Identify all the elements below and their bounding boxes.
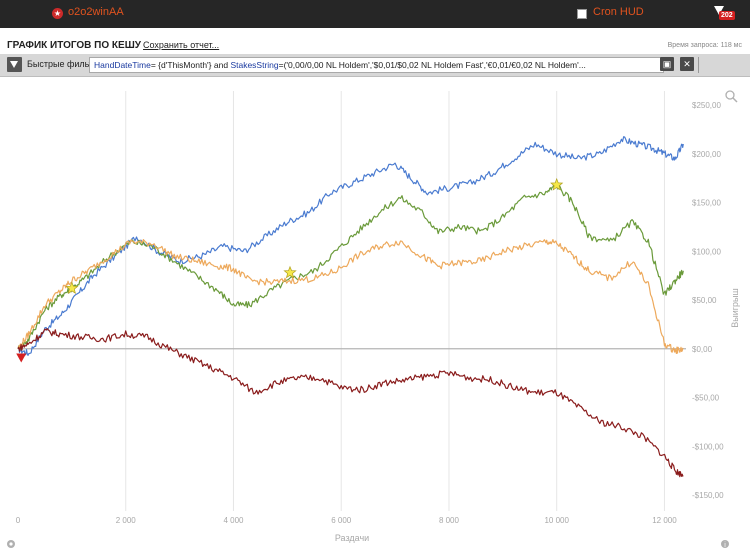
filter-query-input[interactable]: HandDateTime= {d'ThisMonth'} and StakesS… [89,57,664,73]
star-marker-1 [283,265,297,279]
x-tick-label-3: 6 000 [331,516,352,525]
filter-toggle-button[interactable] [7,57,22,72]
x-tick-label-5: 10 000 [544,516,569,525]
y-tick-label-1: $200,00 [692,150,721,159]
chart-markers [16,177,564,363]
svg-text:i: i [724,542,726,549]
y-tick-label-6: -$50,00 [692,394,720,403]
quick-filter-bar: Быстрые фильт HandDateTime= {d'ThisMonth… [0,54,750,77]
cron-hud-checkbox[interactable] [577,9,587,19]
query-text-part1: = {d'ThisMonth'} and [150,60,231,70]
save-filter-button[interactable]: ▣ [660,57,674,71]
cash-results-chart: 0 2 000 4 000 6 000 8 000 10 000 12 000 $250,0… [7,90,740,549]
floppy-disk-icon: ▣ [662,59,672,69]
y-tick-label-3: $100,00 [692,247,721,256]
request-time: Время запроса: 118 мс [667,42,742,49]
clear-filter-button[interactable]: ✕ [680,57,694,71]
y-tick-label-0: $250,00 [692,101,721,110]
info-icon[interactable]: i [721,540,729,549]
x-tick-label-1: 2 000 [116,516,137,525]
x-tick-label-4: 8 000 [439,516,460,525]
cron-hud-label[interactable]: Cron HUD [593,6,644,18]
top-bar: ★ o2o2winAA Cron HUD 202 [0,0,750,28]
series-line-2 [17,239,684,354]
y-tick-label-7: -$100,00 [692,442,724,451]
pokerstars-logo-icon: ★ [52,8,63,19]
query-keyword-stakesstring: StakesString [230,60,279,70]
toolbar-divider [698,57,699,73]
filter-count-badge: 202 [719,11,735,20]
star-marker-2 [550,177,564,191]
y-tick-label-2: $150,00 [692,199,721,208]
y-tick-label-4: $50,00 [692,296,717,305]
x-tick-label-6: 12 000 [652,516,677,525]
close-icon: ✕ [683,59,691,69]
quick-filter-label: Быстрые фильт [27,59,89,69]
user-name[interactable]: o2o2winAA [68,6,124,18]
y-tick-label-8: -$150,00 [692,491,724,500]
x-axis-label: Раздачи [335,533,369,543]
y-tick-label-5: $0,00 [692,345,713,354]
series-line-3 [17,328,684,478]
x-tick-label-0: 0 [16,516,21,525]
star-marker-0 [65,281,79,294]
page-title: ГРАФИК ИТОГОВ ПО КЕШУ [7,40,141,51]
chart-series [17,136,684,478]
funnel-icon [10,61,18,68]
series-line-0 [17,136,684,356]
settings-gear-icon[interactable] [7,540,15,548]
query-text-part2: =('0,00/0,00 NL Holdem','$0,01/$0,02 NL … [278,60,586,70]
y-axis-ticks: $250,00 $200,00 $150,00 $100,00 $50,00 $0,00 -… [692,101,724,500]
chart-area: 0 2 000 4 000 6 000 8 000 10 000 12 000 $250,0… [0,86,750,557]
report-header: ГРАФИК ИТОГОВ ПО КЕШУ Сохранить отчет...… [0,28,750,55]
x-tick-label-2: 4 000 [223,516,244,525]
chart-grid [125,91,665,511]
y-axis-label: Выигрыш [730,288,740,327]
zoom-icon[interactable] [725,90,738,103]
funnel-icon[interactable] [714,6,724,15]
save-report-link[interactable]: Сохранить отчет... [143,40,220,50]
x-axis-ticks: 0 2 000 4 000 6 000 8 000 10 000 12 000 [16,516,677,525]
query-keyword-handdatetime: HandDateTime [94,60,151,70]
triangle-marker-3 [16,353,27,363]
series-line-1 [17,182,684,351]
